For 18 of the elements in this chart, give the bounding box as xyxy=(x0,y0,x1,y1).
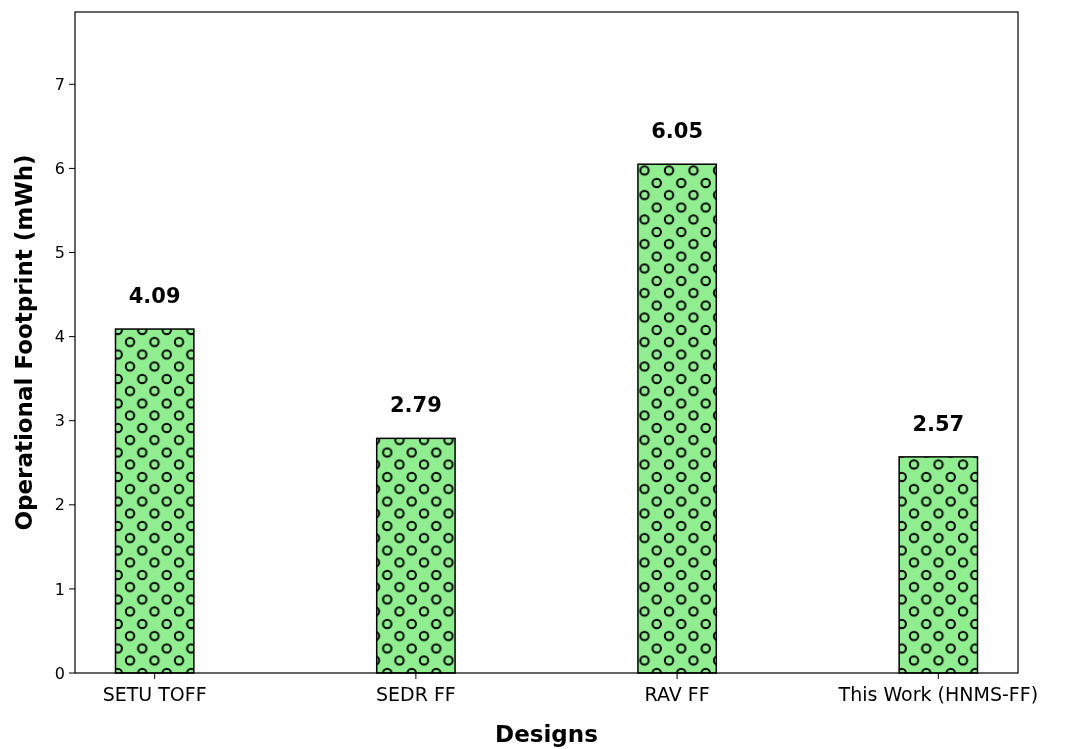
y-tick-label: 5 xyxy=(54,243,65,263)
data-label: 6.05 xyxy=(651,119,704,144)
x-axis-title: Designs xyxy=(495,721,598,747)
y-tick-label: 3 xyxy=(54,411,65,431)
y-tick-label: 6 xyxy=(54,159,65,179)
y-tick-label: 0 xyxy=(54,663,65,683)
x-tick-label: SETU TOFF xyxy=(102,683,207,705)
y-tick-label: 7 xyxy=(54,74,65,94)
data-label: 2.57 xyxy=(912,411,965,436)
x-tick-label: RAV FF xyxy=(644,683,710,705)
y-tick-label: 2 xyxy=(54,495,65,515)
y-tick-label: 4 xyxy=(54,327,65,347)
y-tick-label: 1 xyxy=(54,579,65,599)
data-label: 2.79 xyxy=(389,393,442,418)
x-tick-label: SEDR FF xyxy=(375,683,456,705)
x-tick-label: This Work (HNMS-FF) xyxy=(837,683,1039,705)
data-label: 4.09 xyxy=(128,284,181,309)
y-axis-title: Operational Footprint (mWh) xyxy=(11,154,37,531)
